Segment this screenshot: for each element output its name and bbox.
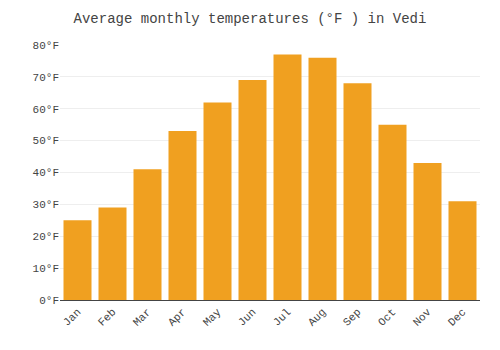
svg-text:80°F: 80°F bbox=[33, 40, 59, 52]
svg-text:20°F: 20°F bbox=[33, 231, 59, 243]
svg-text:30°F: 30°F bbox=[33, 199, 59, 211]
svg-text:0°F: 0°F bbox=[39, 295, 59, 307]
svg-text:40°F: 40°F bbox=[33, 167, 59, 179]
svg-text:50°F: 50°F bbox=[33, 135, 59, 147]
svg-text:May: May bbox=[201, 306, 224, 329]
svg-text:Jul: Jul bbox=[271, 306, 293, 328]
svg-text:Nov: Nov bbox=[411, 306, 434, 329]
svg-text:60°F: 60°F bbox=[33, 104, 59, 116]
svg-text:Jan: Jan bbox=[61, 306, 83, 328]
svg-text:Apr: Apr bbox=[166, 306, 188, 328]
svg-text:70°F: 70°F bbox=[33, 72, 59, 84]
svg-text:Oct: Oct bbox=[376, 306, 398, 328]
svg-text:Aug: Aug bbox=[306, 306, 328, 328]
svg-text:Average monthly temperatures (: Average monthly temperatures (°F ) in Ve… bbox=[74, 11, 427, 27]
svg-text:Feb: Feb bbox=[96, 306, 118, 328]
svg-text:Jun: Jun bbox=[236, 306, 258, 328]
svg-text:10°F: 10°F bbox=[33, 263, 59, 275]
svg-text:Mar: Mar bbox=[131, 306, 153, 328]
svg-text:Dec: Dec bbox=[446, 306, 468, 328]
svg-text:Sep: Sep bbox=[341, 306, 363, 328]
